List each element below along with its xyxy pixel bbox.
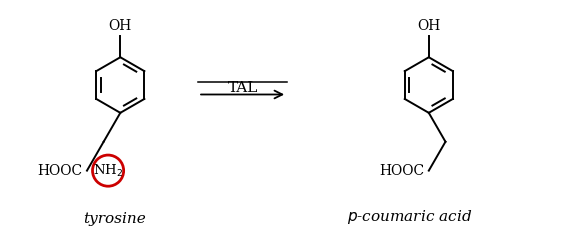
Text: $p$-coumaric acid: $p$-coumaric acid xyxy=(347,208,472,226)
Text: OH: OH xyxy=(109,19,132,33)
Text: OH: OH xyxy=(417,19,440,33)
Text: TAL: TAL xyxy=(227,81,258,95)
Text: tyrosine: tyrosine xyxy=(83,212,146,226)
Text: HOOC: HOOC xyxy=(379,164,425,178)
Text: NH$_2$: NH$_2$ xyxy=(93,163,123,179)
Text: HOOC: HOOC xyxy=(37,164,83,178)
